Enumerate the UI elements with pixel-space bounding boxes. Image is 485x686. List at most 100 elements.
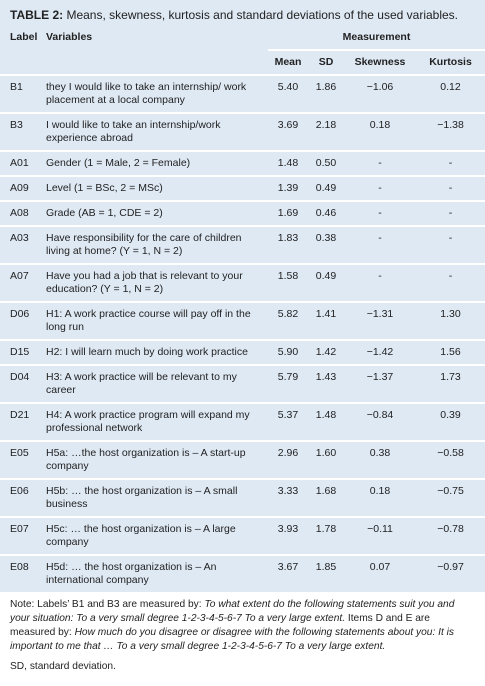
header-blank <box>43 50 268 75</box>
value-cell: 0.12 <box>416 74 485 113</box>
value-cell: 0.18 <box>344 112 416 151</box>
value-cell: −1.42 <box>344 339 416 365</box>
table-row: B1 they I would like to take an internshi… <box>0 74 485 113</box>
table-row: E07 H5c: … the host organization is – A l… <box>0 516 485 555</box>
header-group: Measurement <box>268 26 485 51</box>
value-cell: 1.43 <box>308 364 344 403</box>
value-cell: 1.85 <box>308 554 344 592</box>
row-label: A07 <box>0 263 43 302</box>
table-row: D21 H4: A work practice program will expa… <box>0 402 485 441</box>
header-row: Label Variables Measurement <box>0 26 485 51</box>
row-label: E07 <box>0 516 43 555</box>
value-cell: 1.39 <box>268 175 308 201</box>
value-cell: 1.42 <box>308 339 344 365</box>
value-cell: 1.68 <box>308 478 344 517</box>
variable-cell: Grade (AB = 1, CDE = 2) <box>43 200 268 226</box>
table-row: A07 Have you had a job that is relevant t… <box>0 263 485 302</box>
value-cell: 0.07 <box>344 554 416 592</box>
value-cell: 1.56 <box>416 339 485 365</box>
table-row: A08 Grade (AB = 1, CDE = 2) 1.69 0.46- - <box>0 200 485 226</box>
column-header: Skewness <box>354 56 406 68</box>
value-cell: - <box>416 225 485 264</box>
value-cell: 1.41 <box>308 301 344 340</box>
row-label: A01 <box>0 150 43 176</box>
row-label: E08 <box>0 554 43 592</box>
value-cell: 2.96 <box>268 440 308 479</box>
value-cell: - <box>416 150 485 176</box>
value-cell: 3.69 <box>268 112 308 151</box>
value-cell: - <box>344 263 416 302</box>
value-cell: 0.49 <box>308 175 344 201</box>
value-cell: −1.37 <box>344 364 416 403</box>
table-row: B3 I would like to take an internship/wor… <box>0 112 485 151</box>
row-label: D21 <box>0 402 43 441</box>
table-panel: TABLE 2: Means, skewness, kurtosis and s… <box>0 0 485 592</box>
value-cell: 5.79 <box>268 364 308 403</box>
column-header: Mean <box>274 56 302 68</box>
variable-cell: they I would like to take an internship/… <box>43 74 268 113</box>
value-cell: 5.37 <box>268 402 308 441</box>
row-label: D06 <box>0 301 43 340</box>
value-cell: - <box>344 225 416 264</box>
note-part: To what extent do the following statemen… <box>10 599 455 624</box>
value-cell: 0.46 <box>308 200 344 226</box>
table-row: D15 H2: I will learn much by doing work p… <box>0 339 485 365</box>
column-header: Kurtosis <box>429 56 472 68</box>
note-part: Note: Labels’ B1 and B3 are measured by: <box>10 599 205 610</box>
value-cell: 0.49 <box>308 263 344 302</box>
row-label: E06 <box>0 478 43 517</box>
value-cell: 1.73 <box>416 364 485 403</box>
value-cell: −0.78 <box>416 516 485 555</box>
value-cell: 1.78 <box>308 516 344 555</box>
value-cell: 1.48 <box>308 402 344 441</box>
value-cell: - <box>344 200 416 226</box>
table-title: TABLE 2: Means, skewness, kurtosis and s… <box>0 0 485 26</box>
value-cell: 0.50 <box>308 150 344 176</box>
variable-cell: Gender (1 = Male, 2 = Female) <box>43 150 268 176</box>
value-cell: −1.31 <box>344 301 416 340</box>
data-table: Label Variables Measurement Mean SD Skewne… <box>0 26 485 592</box>
value-cell: 1.60 <box>308 440 344 479</box>
variable-cell: H5b: … the host organization is – A smal… <box>43 478 268 517</box>
value-cell: - <box>344 150 416 176</box>
row-label: A03 <box>0 225 43 264</box>
value-cell: 1.30 <box>416 301 485 340</box>
value-cell: - <box>416 263 485 302</box>
table-row: A01 Gender (1 = Male, 2 = Female) 1.48 0.50… <box>0 150 485 176</box>
title-text: Means, skewness, kurtosis and standard d… <box>66 8 458 22</box>
table-row: A09 Level (1 = BSc, 2 = MSc) 1.39 0.49- - <box>0 175 485 201</box>
variable-cell: H5c: … the host organization is – A larg… <box>43 516 268 555</box>
value-cell: 1.58 <box>268 263 308 302</box>
row-label: D04 <box>0 364 43 403</box>
variable-cell: H1: A work practice course will pay off … <box>43 301 268 340</box>
table-row: D04 H3: A work practice will be relevant … <box>0 364 485 403</box>
variable-cell: I would like to take an internship/work … <box>43 112 268 151</box>
value-cell: 5.40 <box>268 74 308 113</box>
subheader-row: Mean SD Skewness Kurtosis <box>0 50 485 75</box>
note-text: Note: Labels’ B1 and B3 are measured by:… <box>10 598 475 654</box>
value-cell: 1.86 <box>308 74 344 113</box>
value-cell: −1.38 <box>416 112 485 151</box>
header-cell: Variables <box>46 31 93 43</box>
value-cell: 3.33 <box>268 478 308 517</box>
variable-cell: H5d: … the host organization is – An int… <box>43 554 268 592</box>
value-cell: - <box>416 200 485 226</box>
table-body: B1 they I would like to take an internshi… <box>0 74 485 592</box>
value-cell: 2.18 <box>308 112 344 151</box>
row-label: B3 <box>0 112 43 151</box>
variable-cell: Have responsibility for the care of chil… <box>43 225 268 264</box>
value-cell: - <box>416 175 485 201</box>
row-label: A09 <box>0 175 43 201</box>
variable-cell: H5a: …the host organization is – A start… <box>43 440 268 479</box>
table-note: Note: Labels’ B1 and B3 are measured by:… <box>0 592 485 686</box>
header-cell: Label <box>10 31 38 43</box>
row-label: E05 <box>0 440 43 479</box>
value-cell: −0.75 <box>416 478 485 517</box>
row-label: D15 <box>0 339 43 365</box>
row-label: A08 <box>0 200 43 226</box>
value-cell: - <box>344 175 416 201</box>
table-row: D06 H1: A work practice course will pay o… <box>0 301 485 340</box>
value-cell: 0.38 <box>308 225 344 264</box>
value-cell: 5.90 <box>268 339 308 365</box>
